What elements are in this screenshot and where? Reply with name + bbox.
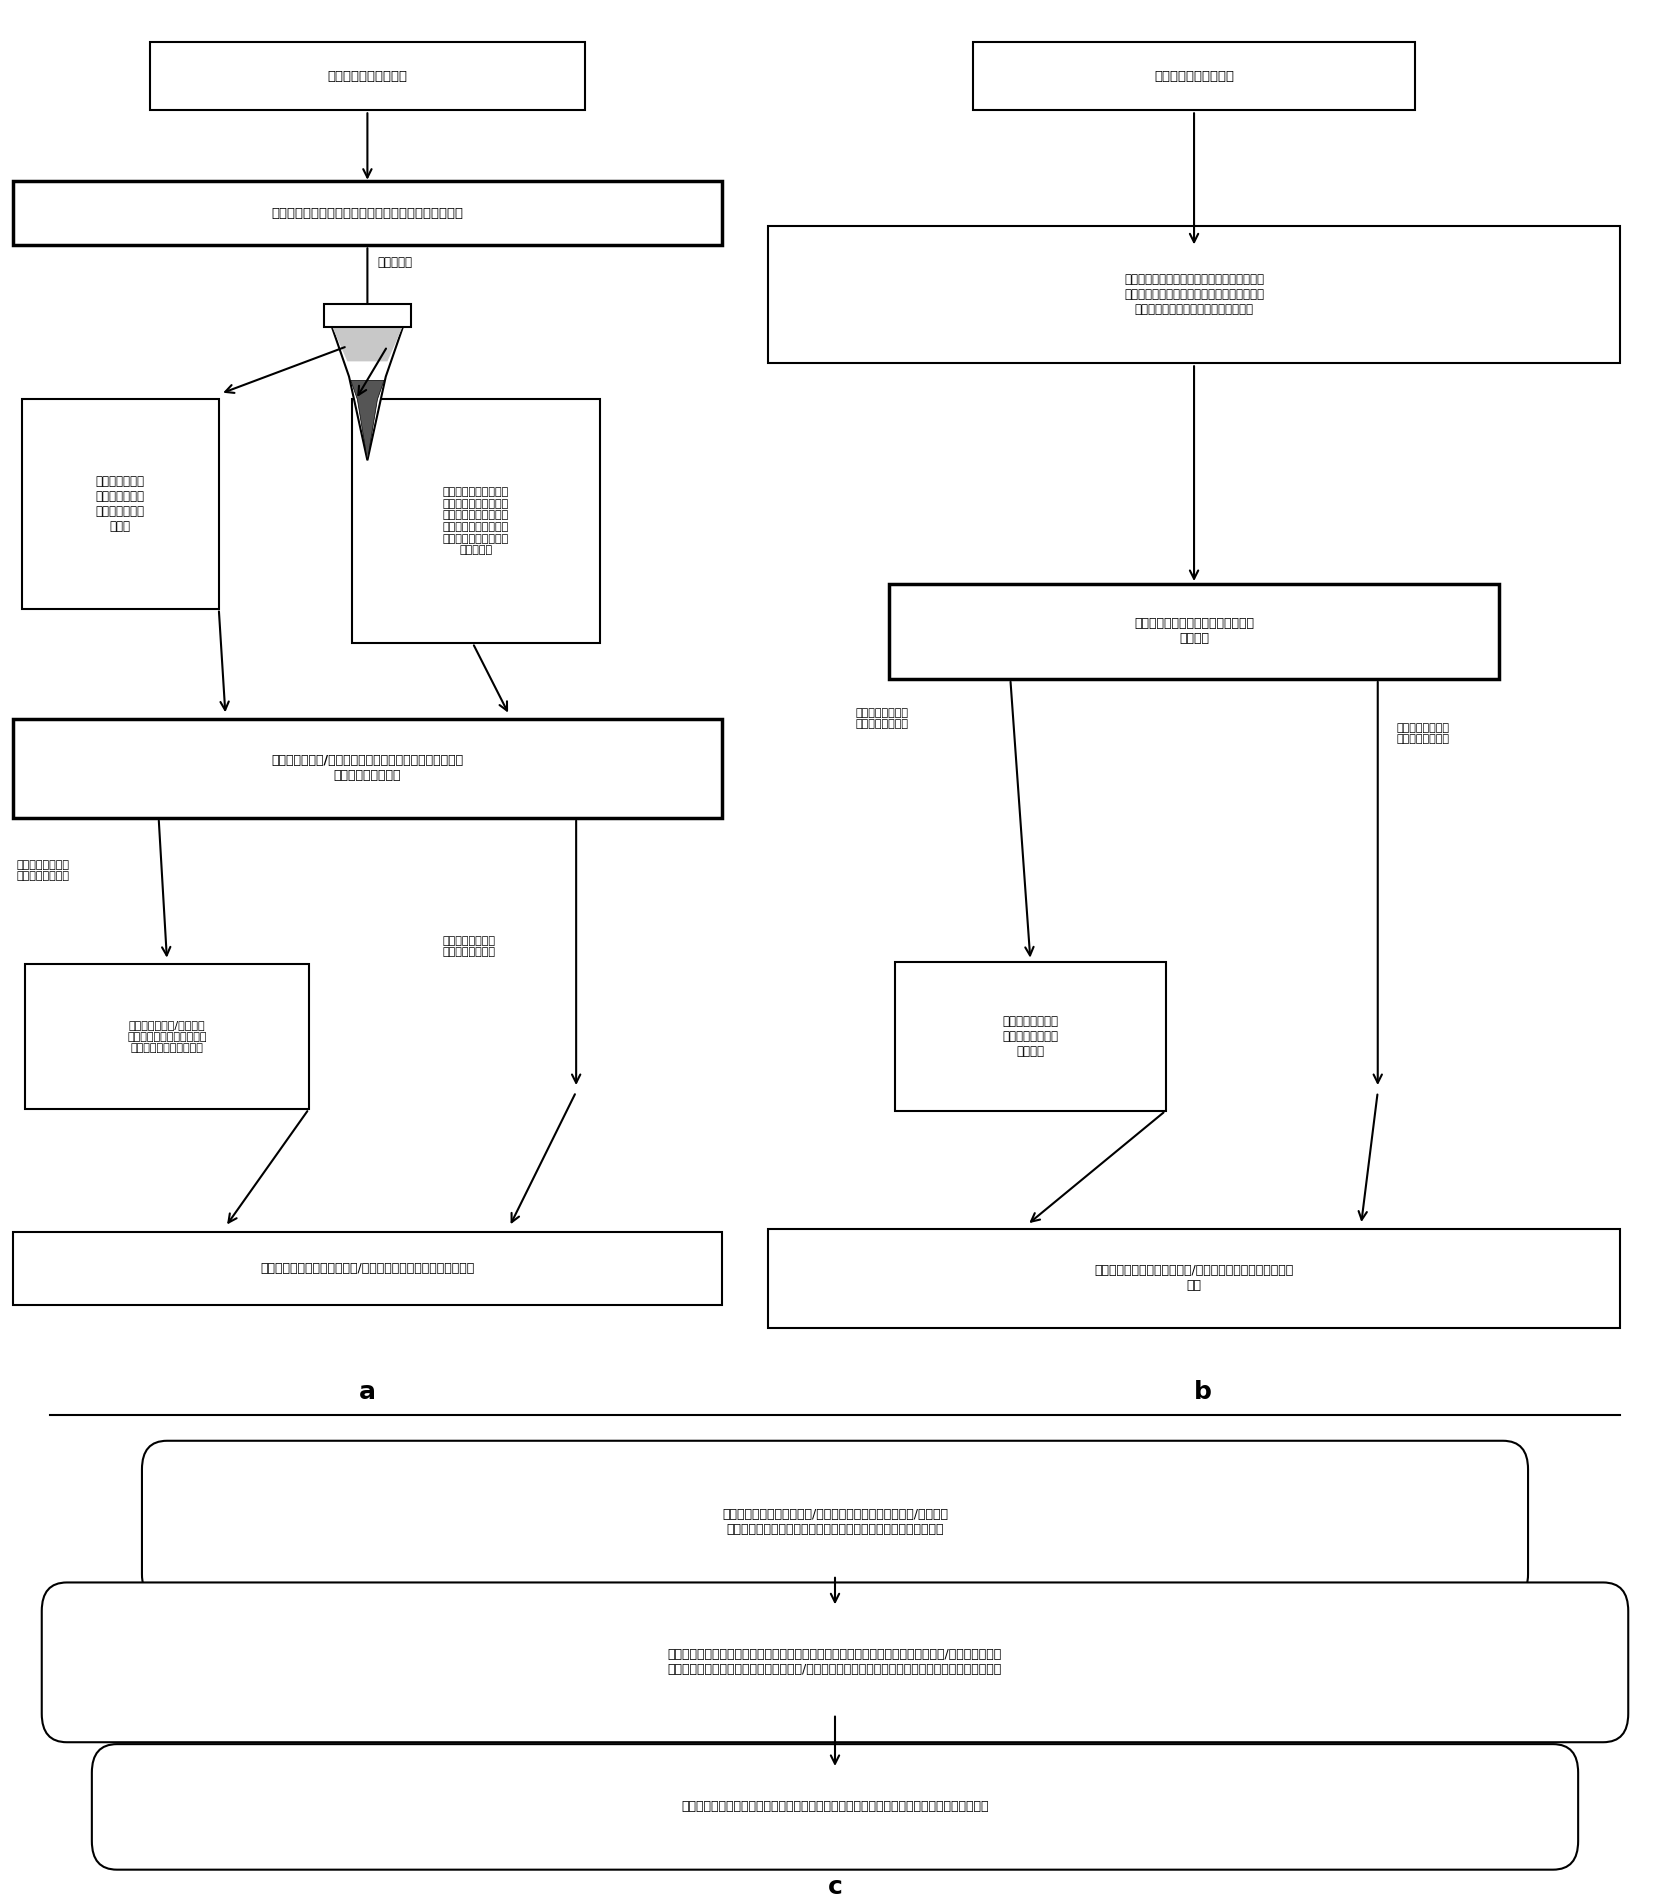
Text: 所制备的抗原递送纳米粒子和/或微米粒子与抗原提呈细胞共
孵育: 所制备的抗原递送纳米粒子和/或微米粒子与抗原提呈细胞共 孵育 <box>1094 1265 1294 1291</box>
Text: 癌细胞组分负载于纳米粒子或微米粒
子的内部: 癌细胞组分负载于纳米粒子或微米粒 子的内部 <box>1134 618 1254 645</box>
FancyBboxPatch shape <box>13 719 721 818</box>
Polygon shape <box>331 323 404 460</box>
Text: 裂解癌细胞或肿瘤组织并将癌细胞或肿瘤组织
的全细胞组分溶解于溶解剂或含溶解剂（如尿
素、脱氧胆酸盐、盐酸胍等）的溶液中: 裂解癌细胞或肿瘤组织并将癌细胞或肿瘤组织 的全细胞组分溶解于溶解剂或含溶解剂（如… <box>1124 274 1264 316</box>
Text: 在沉淀部分加入含有溶
解剂（如尿素、盐酸胍
等）的溶解液将沉淀的
原水不溶性组分转化为
在溶解剂或含溶解剂的
溶液中可溶: 在沉淀部分加入含有溶 解剂（如尿素、盐酸胍 等）的溶解液将沉淀的 原水不溶性组分… <box>443 487 509 555</box>
Text: 可经冻干处理或者
也可不经冻干处理: 可经冻干处理或者 也可不经冻干处理 <box>17 860 70 881</box>
FancyBboxPatch shape <box>142 1442 1528 1601</box>
Text: 将水溶性组分和/或水不溶性组分分别或同时负载于纳米粒
子或微米粒子的内部: 将水溶性组分和/或水不溶性组分分别或同时负载于纳米粒 子或微米粒子的内部 <box>271 755 464 782</box>
FancyBboxPatch shape <box>150 42 584 110</box>
Text: 采用纯水或不含溶解剂的水溶液裂解肿瘤组织或癌细胞: 采用纯水或不含溶解剂的水溶液裂解肿瘤组织或癌细胞 <box>272 207 463 219</box>
FancyBboxPatch shape <box>22 399 219 609</box>
Text: 将水溶性组分和/或水不溶
性组分分别或同时负载于纳
米粒子或微米粒子的表面: 将水溶性组分和/或水不溶 性组分分别或同时负载于纳 米粒子或微米粒子的表面 <box>127 1019 207 1054</box>
Text: 收集肿瘤组织或癌细胞: 收集肿瘤组织或癌细胞 <box>327 70 407 82</box>
Text: 可经冻干处理或者
也可不经冻干处理: 可经冻干处理或者 也可不经冻干处理 <box>855 708 908 728</box>
FancyBboxPatch shape <box>888 584 1500 679</box>
FancyBboxPatch shape <box>42 1582 1628 1742</box>
Text: a: a <box>359 1381 376 1404</box>
FancyBboxPatch shape <box>92 1744 1578 1870</box>
FancyBboxPatch shape <box>13 181 721 245</box>
Text: 可经冻干处理或者
也可不经冻干处理: 可经冻干处理或者 也可不经冻干处理 <box>443 936 496 957</box>
Bar <box>324 304 411 327</box>
FancyBboxPatch shape <box>972 42 1416 110</box>
Text: c: c <box>828 1875 842 1898</box>
FancyBboxPatch shape <box>768 226 1620 363</box>
Text: b: b <box>1194 1381 1211 1404</box>
FancyBboxPatch shape <box>13 1232 721 1305</box>
Text: 离心裂解液: 离心裂解液 <box>377 257 412 268</box>
Text: 将制备的内部负载核酸，表面负载膜组分的核酸递送纳米粒子或微米粒子用于预防或治疗癌症: 将制备的内部负载核酸，表面负载膜组分的核酸递送纳米粒子或微米粒子用于预防或治疗癌… <box>681 1801 989 1813</box>
FancyBboxPatch shape <box>352 399 600 643</box>
FancyBboxPatch shape <box>895 962 1166 1111</box>
FancyBboxPatch shape <box>768 1229 1620 1328</box>
Text: 收集孵育后的抗原提呈细胞并采用机械破坏方法处理抗原提呈细胞，尔后使用离心和/或一定孔径的滤
膜过滤，然后与核酸递送前体纳米粒子和/或微米粒共作用等制备成新的核酸: 收集孵育后的抗原提呈细胞并采用机械破坏方法处理抗原提呈细胞，尔后使用离心和/或一… <box>668 1649 1002 1676</box>
Text: 将负载癌细胞全细胞组分和/或核酸的抗原递送纳米粒子和/或微米粒
子与一种或多种抗原提呈细胞共孵育一定时间以激活抗原提呈细胞: 将负载癌细胞全细胞组分和/或核酸的抗原递送纳米粒子和/或微米粒 子与一种或多种抗… <box>721 1508 949 1535</box>
Text: 收集肿瘤组织或癌细胞: 收集肿瘤组织或癌细胞 <box>1154 70 1234 82</box>
Text: 收集可溶于纯水
或不含溶解剂的
水溶液中的水溶
性组分: 收集可溶于纯水 或不含溶解剂的 水溶液中的水溶 性组分 <box>95 476 145 533</box>
Text: 癌细胞组分负载于
纳米粒子或微米粒
子的表面: 癌细胞组分负载于 纳米粒子或微米粒 子的表面 <box>1002 1016 1059 1058</box>
Polygon shape <box>331 323 404 361</box>
Text: 所制备的抗原递送纳米粒子和/或微米粒子与抗原提呈细胞共孵育: 所制备的抗原递送纳米粒子和/或微米粒子与抗原提呈细胞共孵育 <box>261 1263 474 1274</box>
Polygon shape <box>351 380 384 460</box>
Text: 可经冻干处理或者
也可不经冻干处理: 可经冻干处理或者 也可不经冻干处理 <box>1396 723 1450 744</box>
FancyBboxPatch shape <box>25 964 309 1109</box>
